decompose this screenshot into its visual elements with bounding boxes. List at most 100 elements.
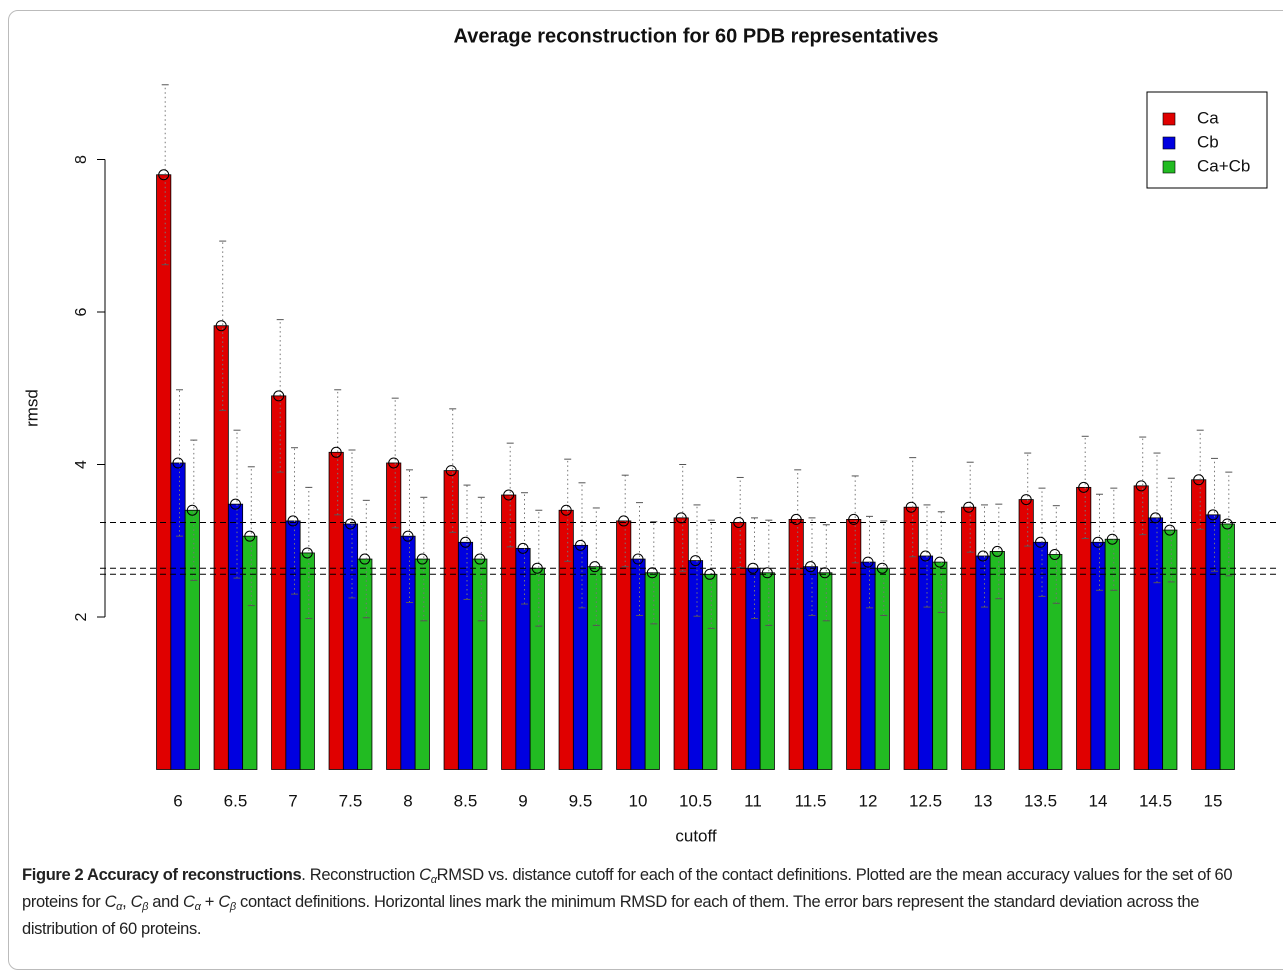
mean-point	[1135, 480, 1147, 492]
bar	[558, 509, 574, 770]
bar	[515, 547, 531, 770]
mean-point	[215, 320, 227, 332]
mean-point	[287, 515, 299, 527]
mean-point	[359, 553, 371, 565]
mean-point	[848, 513, 860, 525]
bar	[156, 174, 172, 770]
caption-symbol: C	[419, 866, 431, 884]
bar	[1191, 479, 1207, 770]
x-tick-label: 8	[403, 791, 412, 810]
caption-text: +	[200, 893, 219, 911]
bar	[1076, 486, 1092, 770]
bar	[860, 561, 876, 770]
bar	[242, 535, 258, 770]
x-tick-label: 7	[288, 791, 297, 810]
caption-text: and	[148, 893, 184, 911]
mean-point	[761, 567, 773, 579]
mean-point	[618, 515, 630, 527]
bar	[1018, 499, 1034, 770]
mean-point	[273, 390, 285, 402]
bar	[961, 506, 977, 770]
mean-point	[1207, 509, 1219, 521]
legend-swatch	[1162, 112, 1176, 126]
x-tick-label: 12	[859, 791, 878, 810]
mean-point	[517, 542, 529, 554]
x-tick-label: 9.5	[569, 791, 593, 810]
mean-point	[503, 489, 515, 501]
mean-point	[388, 457, 400, 469]
bar	[529, 567, 545, 770]
mean-point	[905, 501, 917, 513]
bar	[285, 520, 301, 770]
bar	[472, 558, 488, 770]
chart-title: Average reconstruction for 60 PDB repres…	[454, 25, 939, 47]
bar	[616, 520, 632, 770]
caption-heading: Figure 2 Accuracy of reconstructions	[22, 866, 302, 884]
bar	[802, 566, 819, 770]
bar	[731, 522, 747, 770]
bar	[989, 551, 1005, 770]
x-tick-label: 15	[1204, 791, 1223, 810]
mean-point	[876, 562, 888, 574]
bar	[1162, 529, 1178, 770]
mean-point	[963, 501, 975, 513]
mean-point	[158, 169, 170, 181]
mean-point	[1092, 536, 1104, 548]
mean-point	[172, 457, 184, 469]
caption-symbol: C	[183, 893, 195, 911]
bar	[1133, 485, 1149, 770]
caption-subscript: β	[142, 901, 149, 913]
x-tick-label: 13	[974, 791, 993, 810]
legend-swatch	[1162, 160, 1176, 174]
x-tick-label: 8.5	[454, 791, 478, 810]
mean-point	[934, 556, 946, 568]
bar	[630, 558, 646, 770]
mean-point	[920, 550, 931, 562]
caption-text: RMSD vs. distance cutoff for each of the…	[22, 866, 1233, 911]
mean-point	[301, 547, 313, 559]
mean-point	[1049, 548, 1061, 560]
mean-point	[1020, 494, 1032, 506]
caption-text: contact definitions. Horizontal lines ma…	[22, 893, 1200, 938]
bar	[702, 573, 718, 770]
bar	[328, 451, 344, 770]
mean-point	[402, 530, 414, 542]
bar	[184, 509, 200, 770]
bar	[227, 503, 244, 770]
caption-symbol: C	[130, 893, 143, 911]
x-tick-label: 6.5	[224, 791, 248, 810]
mean-point	[589, 561, 601, 573]
bar	[673, 517, 689, 770]
bar	[1219, 523, 1235, 770]
mean-point	[1035, 536, 1046, 548]
x-tick-label: 14.5	[1139, 791, 1172, 810]
mean-point	[244, 530, 256, 542]
bar	[759, 572, 775, 770]
caption-symbol: C	[218, 893, 230, 911]
mean-point	[747, 562, 759, 574]
bar	[299, 552, 315, 770]
y-tick-label: 4	[73, 460, 90, 469]
bar	[443, 470, 459, 770]
y-tick-label: 6	[73, 307, 90, 316]
bar	[745, 567, 761, 770]
bar	[170, 462, 186, 770]
bar	[903, 506, 919, 770]
chart: Average reconstruction for 60 PDB repres…	[22, 25, 1280, 845]
bar	[687, 560, 704, 770]
bar	[817, 572, 833, 770]
mean-point	[1221, 518, 1233, 530]
mean-point	[805, 561, 816, 573]
bar	[271, 395, 287, 770]
bar	[587, 566, 603, 770]
bar	[357, 558, 373, 770]
mean-point	[977, 550, 989, 562]
bar	[1205, 514, 1221, 770]
bar	[644, 572, 660, 770]
mean-point	[416, 553, 428, 565]
mean-point	[445, 465, 457, 477]
bar	[932, 561, 948, 770]
bar	[501, 494, 517, 770]
caption-subscript: α	[116, 901, 123, 913]
y-axis-label: rmsd	[22, 389, 41, 427]
